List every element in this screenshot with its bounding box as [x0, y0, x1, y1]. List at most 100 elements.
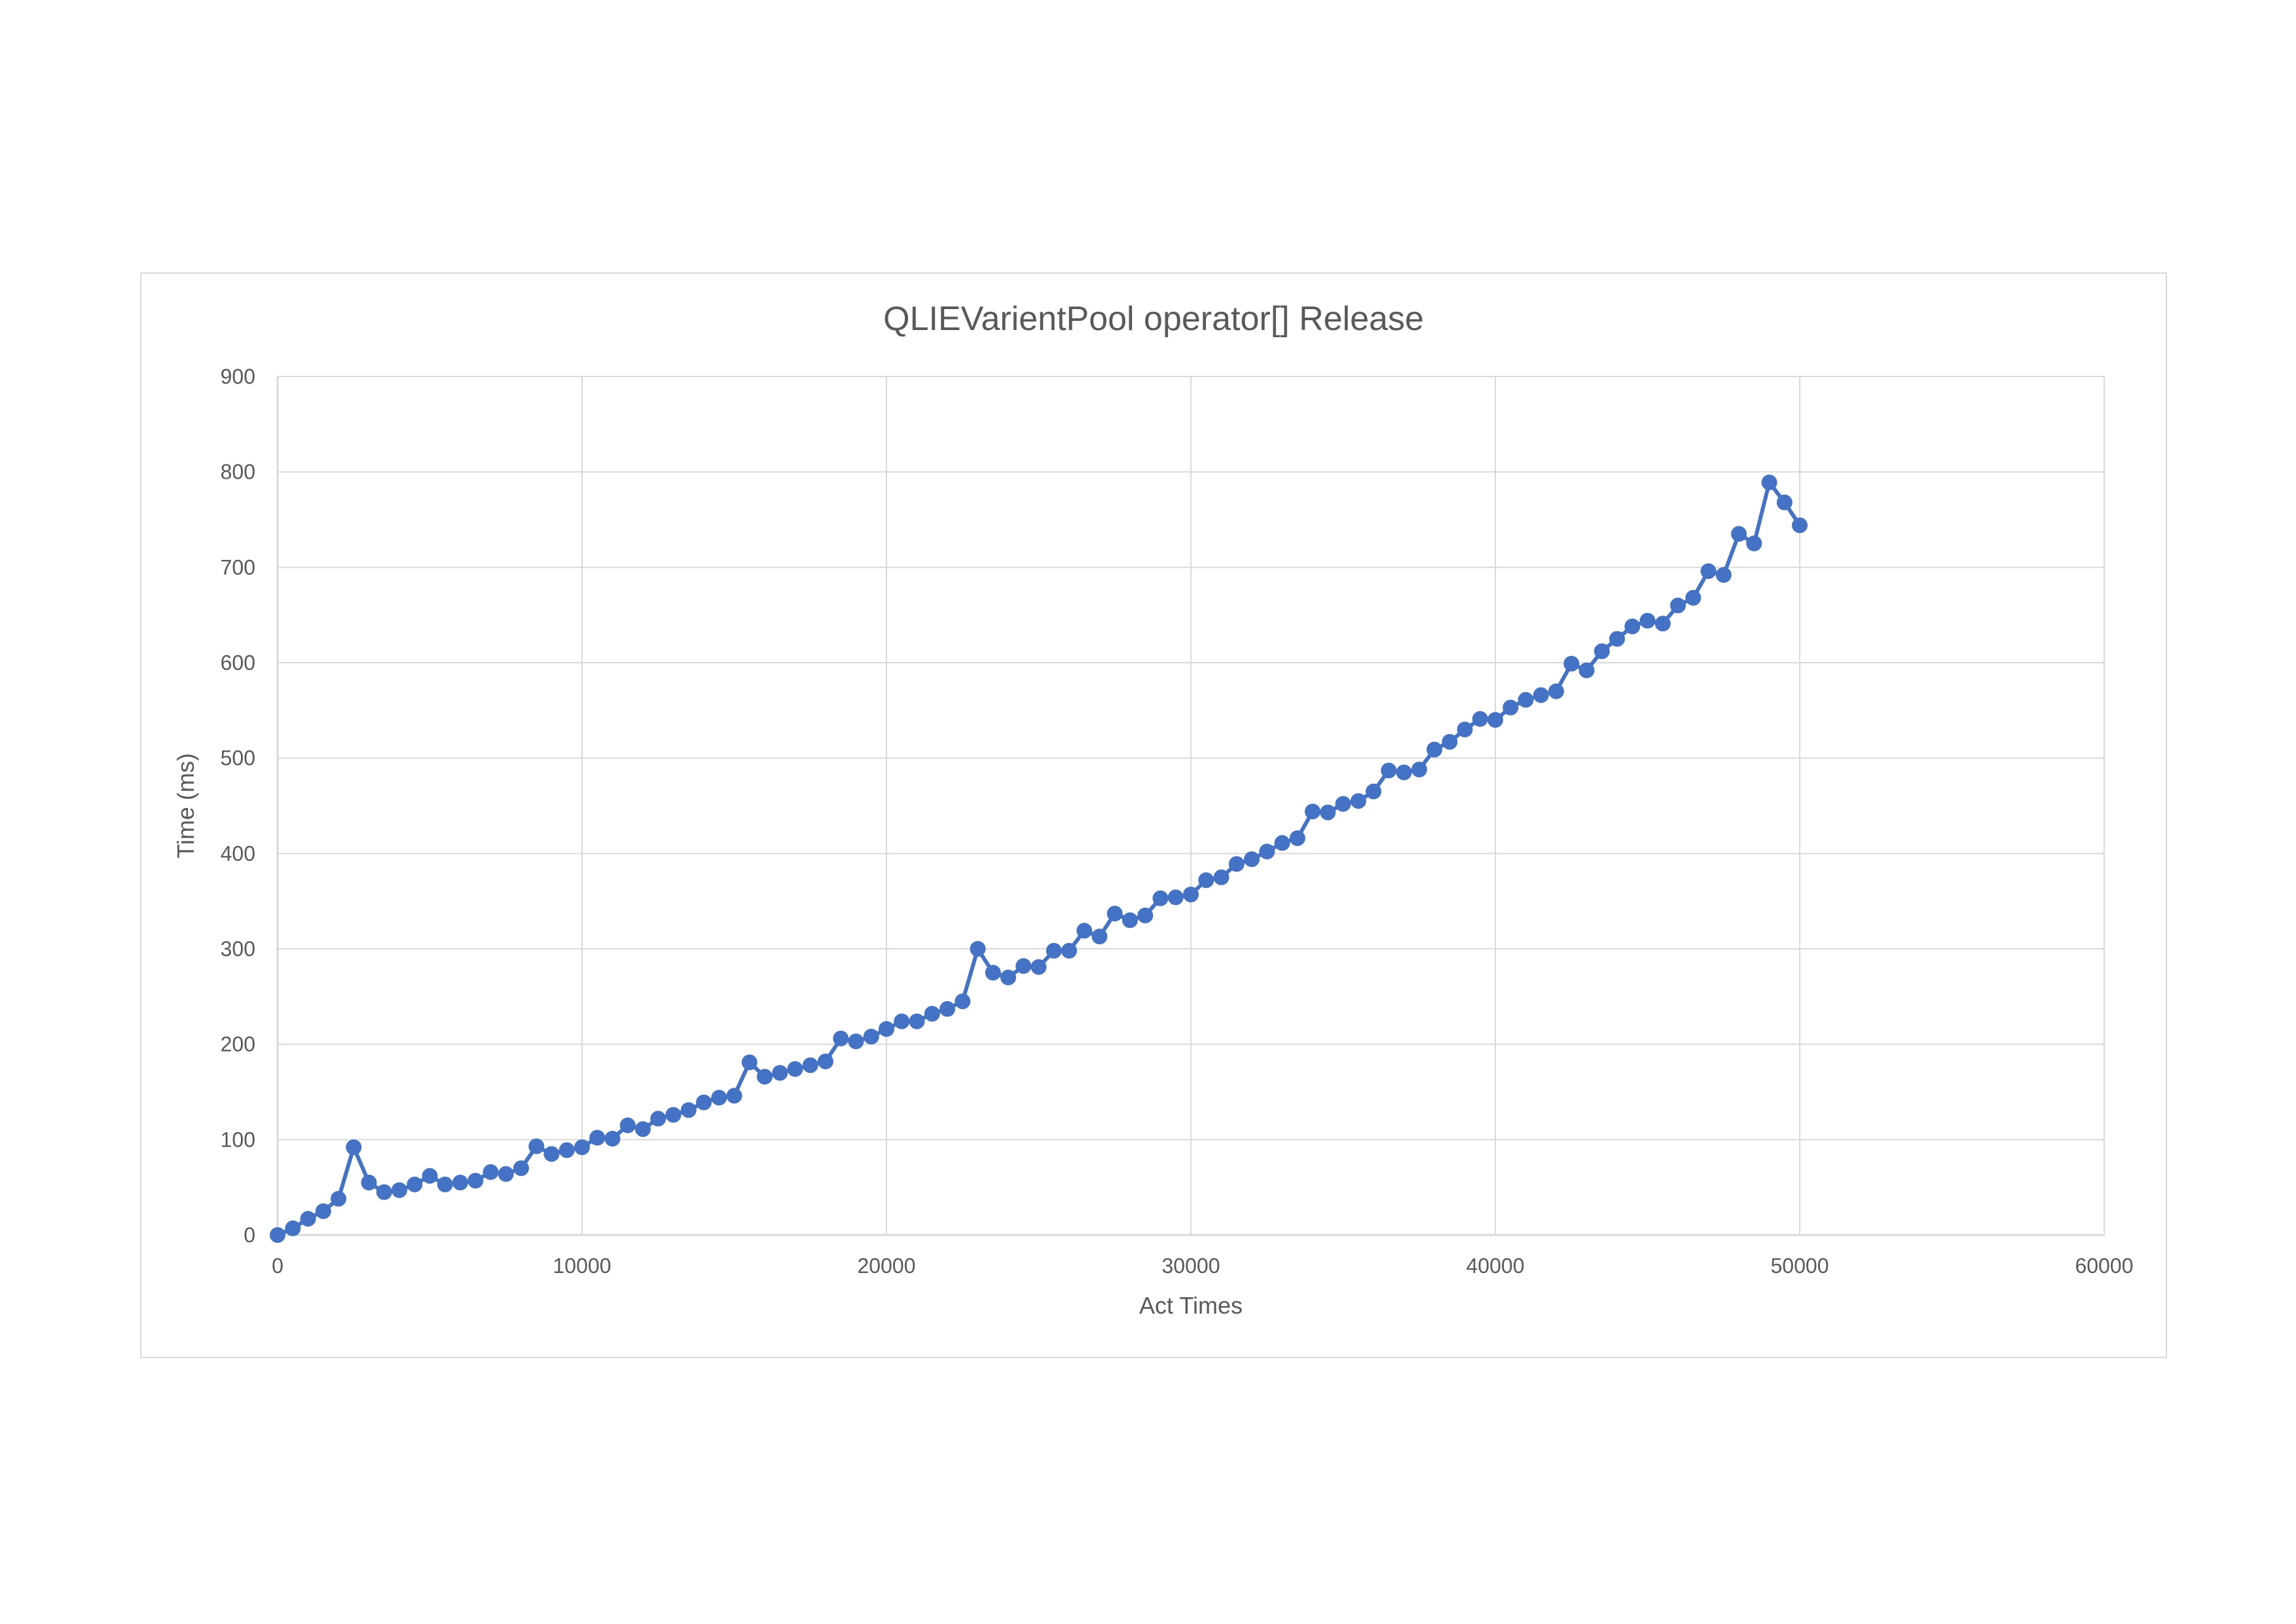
data-point — [635, 1121, 651, 1137]
data-point — [1442, 733, 1458, 750]
data-point — [513, 1160, 529, 1176]
data-point — [1000, 969, 1016, 986]
y-tick-label: 700 — [221, 555, 255, 579]
x-tick-label: 60000 — [2075, 1254, 2134, 1278]
data-point — [879, 1021, 894, 1037]
axes — [276, 377, 2104, 1236]
data-point — [1274, 835, 1290, 851]
data-point — [467, 1173, 484, 1189]
data-point — [589, 1130, 606, 1146]
data-point — [909, 1013, 925, 1029]
data-point — [970, 941, 986, 957]
gridlines — [278, 376, 2105, 1235]
data-point — [1076, 923, 1093, 939]
data-point — [939, 1001, 955, 1017]
data-point — [392, 1182, 407, 1198]
data-point — [1578, 662, 1595, 678]
y-tick-label: 800 — [221, 460, 255, 484]
y-tick-label: 900 — [221, 365, 255, 388]
data-point — [1335, 796, 1351, 812]
data-point — [1563, 655, 1580, 672]
data-point — [1183, 887, 1199, 902]
data-point — [1137, 908, 1154, 923]
y-tick-label: 200 — [221, 1033, 255, 1056]
line-chart: QLIEVarientPool operator[] Release 0 100 2… — [172, 300, 2134, 1319]
data-point — [1746, 535, 1762, 551]
data-point — [1228, 856, 1245, 872]
x-tick-label: 40000 — [1467, 1254, 1525, 1278]
x-axis-title: Act Times — [1139, 1292, 1243, 1319]
data-point — [270, 1227, 285, 1243]
data-point — [711, 1090, 727, 1106]
y-tick-label: 400 — [221, 841, 255, 865]
data-point — [1061, 942, 1077, 959]
data-point — [757, 1069, 773, 1085]
data-point — [361, 1174, 377, 1190]
data-point — [650, 1111, 666, 1127]
data-point — [407, 1176, 423, 1192]
data-point — [833, 1030, 849, 1046]
data-point — [1305, 803, 1321, 820]
data-point — [863, 1029, 879, 1044]
y-tick-label: 0 — [244, 1223, 255, 1247]
data-point — [924, 1006, 940, 1022]
data-point — [1381, 762, 1397, 779]
data-point — [1685, 589, 1702, 606]
data-point — [772, 1065, 788, 1081]
chart-frame: QLIEVarientPool operator[] Release 0 100 2… — [140, 272, 2167, 1358]
data-point — [818, 1053, 833, 1069]
tick-labels: 0 100 200 300 400 500 600 700 800 900 0 10000 20000 3… — [221, 365, 2134, 1278]
data-point — [1198, 872, 1214, 889]
data-point — [1624, 618, 1641, 635]
data-point — [315, 1203, 331, 1219]
data-point — [726, 1088, 742, 1104]
data-point — [741, 1054, 757, 1071]
data-point — [894, 1013, 910, 1029]
data-point — [1427, 741, 1442, 758]
data-point — [1289, 830, 1305, 846]
data-point — [1457, 722, 1473, 737]
data-point — [604, 1130, 621, 1147]
data-point — [346, 1139, 362, 1155]
data-point — [1503, 699, 1519, 716]
y-axis-title: Time (ms) — [172, 753, 199, 858]
chart-title: QLIEVarientPool operator[] Release — [883, 300, 1424, 338]
data-point — [1776, 494, 1793, 511]
data-point — [1670, 597, 1686, 614]
data-point — [1106, 906, 1123, 922]
x-tick-label: 10000 — [553, 1254, 611, 1278]
data-point — [483, 1164, 499, 1180]
y-tick-label: 500 — [221, 747, 255, 770]
data-point — [787, 1061, 803, 1077]
data-point — [955, 993, 971, 1010]
x-tick-label: 30000 — [1162, 1254, 1220, 1278]
data-point — [1731, 526, 1747, 542]
data-point — [1167, 889, 1184, 906]
data-point — [1396, 764, 1412, 781]
data-point — [1639, 612, 1656, 629]
data-point — [1792, 517, 1808, 534]
data-point — [665, 1107, 682, 1123]
data-point — [1715, 567, 1732, 583]
data-point — [802, 1057, 818, 1073]
data-point — [1487, 712, 1503, 728]
data-point — [985, 965, 1001, 981]
data-point — [376, 1184, 392, 1200]
y-tick-label: 600 — [221, 651, 255, 674]
data-point — [1609, 631, 1625, 647]
data-point — [543, 1146, 560, 1162]
data-point — [848, 1033, 864, 1050]
data-point — [1015, 958, 1032, 974]
data-point — [696, 1094, 712, 1111]
data-point — [422, 1168, 438, 1184]
x-tick-label: 20000 — [858, 1254, 916, 1278]
data-point — [300, 1211, 316, 1227]
data-point — [1472, 710, 1488, 727]
data-point — [1411, 762, 1427, 778]
data-point — [1091, 929, 1108, 945]
data-point — [680, 1102, 697, 1118]
data-point — [1030, 959, 1047, 975]
data-point — [285, 1220, 301, 1236]
data-point — [1122, 912, 1138, 929]
data-point — [1152, 890, 1169, 906]
